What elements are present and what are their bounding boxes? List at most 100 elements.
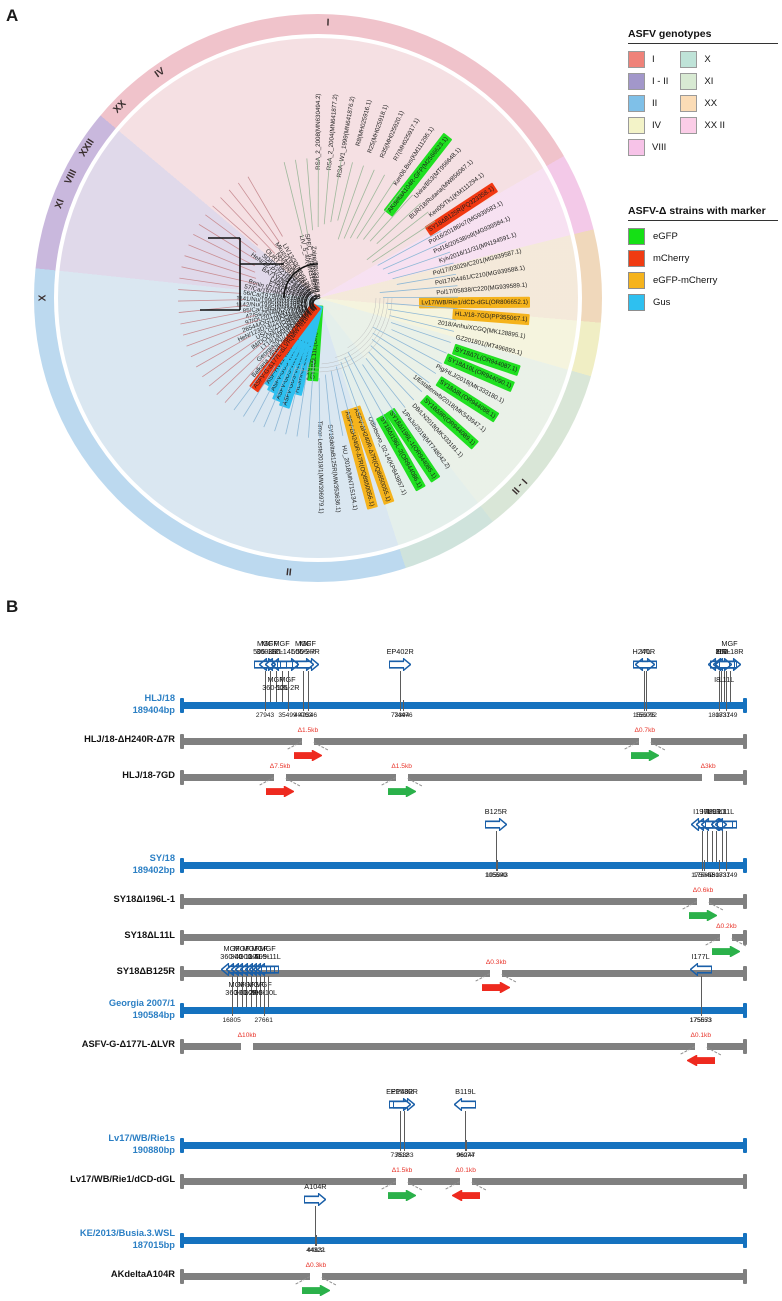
genome-end-cap (743, 1138, 747, 1153)
mutant-end-cap (180, 1174, 184, 1189)
coordinate-tick (497, 860, 498, 871)
deletion-gap (639, 737, 651, 746)
genotype-label: X (704, 54, 710, 65)
genome-reference-bar (182, 1142, 745, 1149)
gene-arrow (719, 658, 741, 671)
coordinate-value: 156092 (632, 712, 660, 719)
genotype-label: XX (704, 98, 717, 109)
gene-name-label: I7L (623, 648, 669, 656)
mutant-genome-bar (182, 738, 745, 745)
genotype-swatch-icon (680, 51, 697, 68)
genotype-label: XX II (704, 120, 725, 131)
marker-swatch-icon (628, 272, 645, 289)
gene-arrow (635, 658, 657, 671)
deletion-size-label: Δ0.3kb (480, 959, 512, 966)
genotype-label: I - II (652, 76, 668, 87)
legend-genotypes-title: ASFV genotypes (628, 28, 778, 44)
deletion-gap (702, 773, 714, 782)
mutant-strain-label: AKdeltaA104R (10, 1269, 175, 1281)
deletion-gap (310, 1272, 322, 1281)
marker-insert-arrow (482, 980, 510, 991)
deletion-size-label: Δ7.5kb (264, 763, 296, 770)
coordinate-tick (232, 1005, 233, 1016)
genotype-item: I (628, 51, 668, 68)
mutant-genome-bar (182, 1043, 745, 1050)
coordinate-tick (303, 700, 304, 711)
deletion-size-label: Δ3kb (692, 763, 724, 770)
coordinate-tick (400, 1140, 401, 1151)
coordinate-value: 183149 (712, 712, 740, 719)
genotype-arc-label: I (326, 18, 329, 29)
deletion-size-label: Δ1.5kb (386, 763, 418, 770)
panel-a-phylogenetic-tree: LIV_5_40(MN318203.3)SPEC_57(MN394630.3)Z… (0, 0, 782, 595)
mutant-end-cap (743, 1039, 747, 1054)
gene-connector (264, 976, 265, 1007)
genome-reference-bar (182, 862, 745, 869)
mutant-strain-label: SY18ΔB125R (10, 966, 175, 978)
deletion-gap (274, 773, 286, 782)
gene-arrow (690, 963, 712, 976)
genome-reference-bar (182, 1237, 745, 1244)
marker-insert-arrow (388, 1188, 416, 1199)
mutant-strain-label: SY18ΔI196L-1 (10, 894, 175, 906)
gene-connector (730, 671, 731, 702)
coordinate-tick (466, 1140, 467, 1151)
mutant-end-cap (743, 770, 747, 785)
deletion-gap (241, 1042, 253, 1051)
marker-label: mCherry (653, 253, 689, 264)
mutant-end-cap (180, 894, 184, 909)
mutant-genome-bar (182, 1273, 745, 1280)
deletion-size-label: Δ0.3kb (300, 1262, 332, 1269)
gene-arrow (304, 1193, 326, 1206)
gene-connector (315, 1206, 316, 1237)
gene-connector (465, 1111, 466, 1142)
marker-label: Gus (653, 297, 670, 308)
genotype-swatch-icon (680, 95, 697, 112)
genotype-item: X (680, 51, 725, 68)
coordinate-tick (264, 1005, 265, 1016)
gene-arrow (297, 658, 319, 671)
gene-connector (268, 976, 269, 1007)
gene-name-label: EP402R (381, 1088, 427, 1096)
coordinate-tick (316, 1235, 317, 1246)
deletion-size-label: Δ0.1kb (450, 1167, 482, 1174)
mutant-end-cap (743, 1174, 747, 1189)
genotype-swatch-icon (628, 95, 645, 112)
coordinate-tick (404, 1140, 405, 1151)
gene-connector (644, 671, 645, 702)
mutant-genome-bar (182, 898, 745, 905)
genotype-swatch-icon (628, 117, 645, 134)
genome-reference-label: KE/2013/Busia.3.WSL 187015bp (30, 1228, 175, 1251)
marker-swatch-icon (628, 250, 645, 267)
mutant-end-cap (180, 930, 184, 945)
genotype-item: II (628, 95, 668, 112)
genotype-label: I (652, 54, 655, 65)
gene-connector (400, 671, 401, 702)
gene-connector (726, 671, 727, 702)
genome-reference-label: SY/18 189402bp (30, 853, 175, 876)
coordinate-tick (400, 700, 401, 711)
genotype-arc-label: X (38, 295, 49, 302)
coordinate-value: 44631 (302, 1247, 330, 1254)
mutant-end-cap (180, 966, 184, 981)
genome-reference-bar (182, 1007, 745, 1014)
deletion-gap (396, 1177, 408, 1186)
marker-item: eGFP-mCherry (628, 272, 778, 289)
mutant-end-cap (743, 966, 747, 981)
deletion-gap (697, 897, 709, 906)
coordinate-tick (288, 700, 289, 711)
gene-connector (701, 976, 702, 1007)
coordinate-tick (701, 1005, 702, 1016)
coordinate-value: 74476 (389, 712, 417, 719)
coordinate-value: 183149 (712, 872, 740, 879)
genome-end-cap (180, 1003, 184, 1018)
genome-end-cap (180, 1233, 184, 1248)
gene-name-label: B125R (473, 808, 519, 816)
coordinate-tick (704, 860, 705, 871)
mutant-end-cap (743, 734, 747, 749)
